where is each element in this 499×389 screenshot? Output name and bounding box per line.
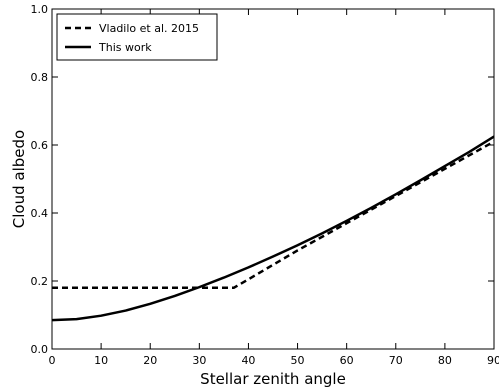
series-layer: [52, 135, 494, 322]
legend-box: [56, 13, 218, 61]
axes-layer: 0 10 20 30 40 50 60 70 80 90 0.0 0.2 0.4 0.6 0.8 1.0: [31, 3, 499, 367]
x-tick-label: 10: [94, 354, 108, 367]
series-line-solid: [52, 135, 494, 322]
x-tick-label: 0: [49, 354, 56, 367]
x-tick-label: 50: [291, 354, 305, 367]
y-tick-label: 0.8: [31, 71, 49, 84]
y-axis-title: Cloud albedo: [10, 130, 28, 228]
legend-label: Vladilo et al. 2015: [99, 22, 199, 35]
y-tick-label: 0.0: [31, 343, 49, 356]
x-tick-label: 60: [340, 354, 354, 367]
x-tick-label: 20: [143, 354, 157, 367]
x-tick-label: 90: [487, 354, 499, 367]
x-axis-title: Stellar zenith angle: [200, 370, 346, 388]
y-tick-label: 0.2: [31, 275, 49, 288]
legend-label: This work: [98, 41, 152, 54]
y-tick-label: 0.4: [31, 207, 49, 220]
x-tick-label: 80: [438, 354, 452, 367]
x-tick-label: 30: [192, 354, 206, 367]
x-tick-label: 70: [389, 354, 403, 367]
legend: Vladilo et al. 2015 This work: [56, 13, 218, 61]
y-tick-label: 0.6: [31, 139, 49, 152]
series-line-dashed: [52, 140, 494, 290]
x-tick-label: 40: [241, 354, 255, 367]
y-tick-label: 1.0: [31, 3, 49, 16]
